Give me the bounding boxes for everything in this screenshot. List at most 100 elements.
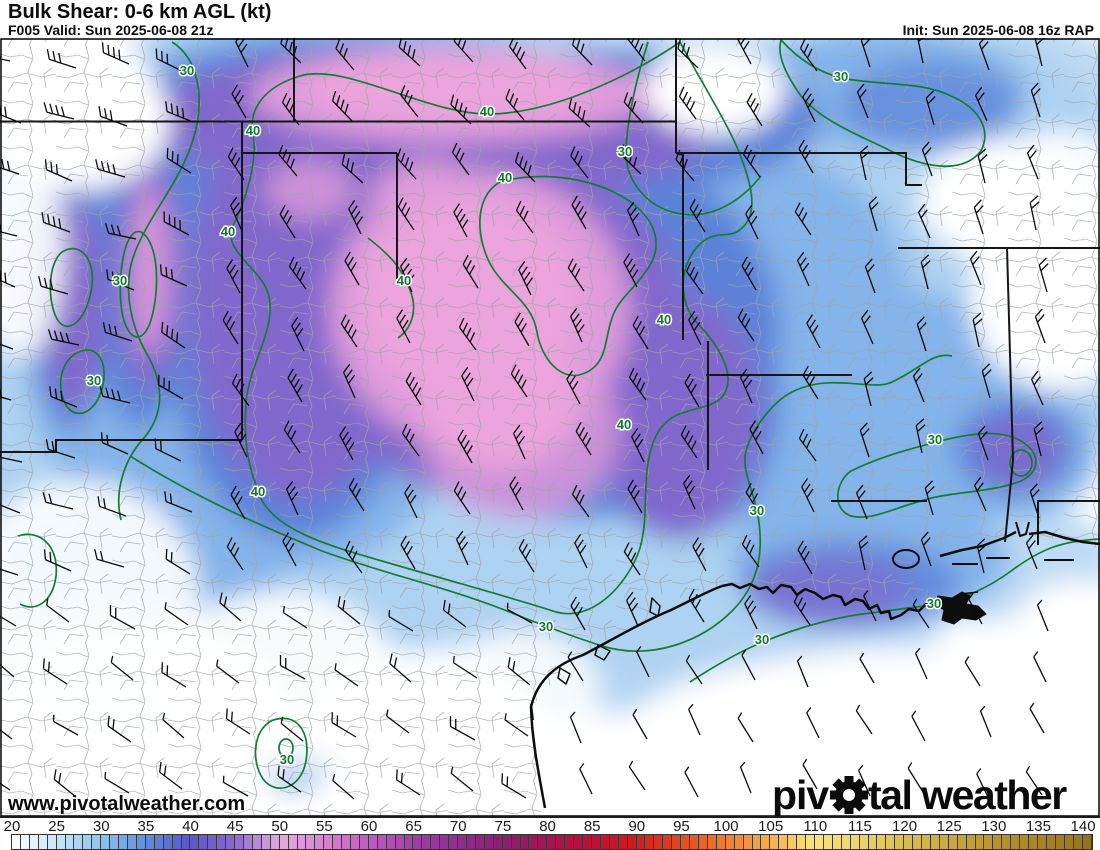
- valid-time-label: F005 Valid: Sun 2025-06-08 21z: [8, 22, 214, 38]
- colorbar-cell: [850, 835, 860, 849]
- colorbar-cell: [38, 835, 48, 849]
- rivers-and-coastline: [529, 521, 1100, 809]
- colorbar-cell: [636, 835, 646, 849]
- colorbar-cell: [359, 835, 369, 849]
- colorbar-cell: [832, 835, 842, 849]
- colorbar-cell: [208, 835, 218, 849]
- colorbar-cells: [11, 834, 1093, 850]
- colorbar-cell: [243, 835, 253, 849]
- colorbar-cell: [413, 835, 423, 849]
- colorbar-cell: [957, 835, 967, 849]
- colorbar-cell: [306, 835, 316, 849]
- colorbar-cell: [1073, 835, 1083, 849]
- colorbar-cell: [868, 835, 878, 849]
- colorbar-cell: [163, 835, 173, 849]
- colorbar-cell: [895, 835, 905, 849]
- colorbar-cell: [324, 835, 334, 849]
- colorbar-cell: [538, 835, 548, 849]
- colorbar-cell: [1046, 835, 1056, 849]
- colorbar-cell: [440, 835, 450, 849]
- colorbar-cell: [1020, 835, 1030, 849]
- colorbar-cell: [752, 835, 762, 849]
- colorbar-cell: [930, 835, 940, 849]
- colorbar-cell: [529, 835, 539, 849]
- colorbar-cell: [386, 835, 396, 849]
- colorbar-cell: [288, 835, 298, 849]
- colorbar-cell: [877, 835, 887, 849]
- contour-label: 40: [498, 170, 512, 185]
- colorbar-tick-label: 105: [758, 818, 784, 835]
- colorbar-cell: [270, 835, 280, 849]
- colorbar-cell: [252, 835, 262, 849]
- colorbar-cell: [1082, 835, 1092, 849]
- colorbar-cell: [92, 835, 102, 849]
- colorbar-cell: [29, 835, 39, 849]
- contour-label: 30: [113, 273, 127, 288]
- colorbar-cell: [154, 835, 164, 849]
- colorbar-tick-label: 120: [892, 818, 918, 835]
- colorbar-cell: [904, 835, 914, 849]
- colorbar-cell: [645, 835, 655, 849]
- colorbar-cell: [583, 835, 592, 849]
- colorbar-cell: [654, 835, 664, 849]
- contour-label-layer: 30 30 30 30 30 30 30 30 30 30 30 40 40 40 40 40 40 40 40: [85, 62, 943, 769]
- contour-label: 30: [750, 503, 764, 518]
- colorbar-cell: [315, 835, 325, 849]
- contour-label: 30: [180, 63, 194, 78]
- contour-label: 30: [87, 373, 101, 388]
- header: Bulk Shear: 0-6 km AGL (kt) F005 Valid: …: [0, 0, 1100, 38]
- colorbar-cell: [797, 835, 807, 849]
- colorbar-cell: [12, 835, 21, 849]
- colorbar-cell: [502, 835, 512, 849]
- colorbar-tick-label: 100: [713, 818, 739, 835]
- colorbar-cell: [788, 835, 798, 849]
- colorbar-tick-label: 135: [1025, 818, 1051, 835]
- colorbar-tick-label: 60: [360, 818, 378, 835]
- colorbar-cell: [975, 835, 985, 849]
- colorbar-cell: [1029, 835, 1039, 849]
- colorbar-cell: [663, 835, 673, 849]
- colorbar-cell: [217, 835, 227, 849]
- gear-tooth: [844, 805, 854, 814]
- colorbar-tick-label: 50: [271, 818, 289, 835]
- colorbar-cell: [707, 835, 717, 849]
- colorbar-cell: [859, 835, 869, 849]
- contour-label: 30: [618, 144, 632, 159]
- colorbar-cell: [74, 835, 84, 849]
- colorbar-cell: [368, 835, 378, 849]
- page-title: Bulk Shear: 0-6 km AGL (kt): [8, 1, 272, 23]
- contour-label: 40: [480, 104, 494, 119]
- colorbar-tick-label: 125: [936, 818, 962, 835]
- site-url-watermark: www.pivotalweather.com: [7, 793, 245, 815]
- contour-label: 30: [834, 69, 848, 84]
- colorbar-cell: [475, 835, 485, 849]
- colorbar-cell: [404, 835, 414, 849]
- colorbar-cell: [591, 835, 601, 849]
- colorbar-cell: [172, 835, 182, 849]
- contour-label: 40: [397, 273, 411, 288]
- colorbar-cell: [609, 835, 619, 849]
- gear-tooth: [830, 790, 839, 800]
- colorbar-tick-label: 70: [449, 818, 467, 835]
- contour-label: 40: [246, 123, 260, 138]
- colorbar-cell: [823, 835, 833, 849]
- colorbar-cell: [1002, 835, 1012, 849]
- pivotal-weather-logo: piv tal weather: [772, 772, 1069, 818]
- colorbar-cell: [690, 835, 699, 849]
- colorbar-cell: [939, 835, 949, 849]
- colorbar-cell: [351, 835, 360, 849]
- colorbar-cell: [806, 835, 815, 849]
- colorbar-cell: [342, 835, 352, 849]
- colorbar-tick-label: 20: [3, 818, 21, 835]
- colorbar-cell: [913, 835, 923, 849]
- colorbar-cell: [574, 835, 583, 849]
- colorbar-cell: [511, 835, 521, 849]
- colorbar-tick-label: 75: [494, 818, 512, 835]
- colorbar-cell: [110, 835, 120, 849]
- colorbar-cell: [779, 835, 789, 849]
- colorbar-cell: [56, 835, 66, 849]
- colorbar-cell: [449, 835, 459, 849]
- colorbar-cell: [484, 835, 494, 849]
- colorbar-cell: [520, 835, 530, 849]
- gear-icon: [830, 776, 868, 814]
